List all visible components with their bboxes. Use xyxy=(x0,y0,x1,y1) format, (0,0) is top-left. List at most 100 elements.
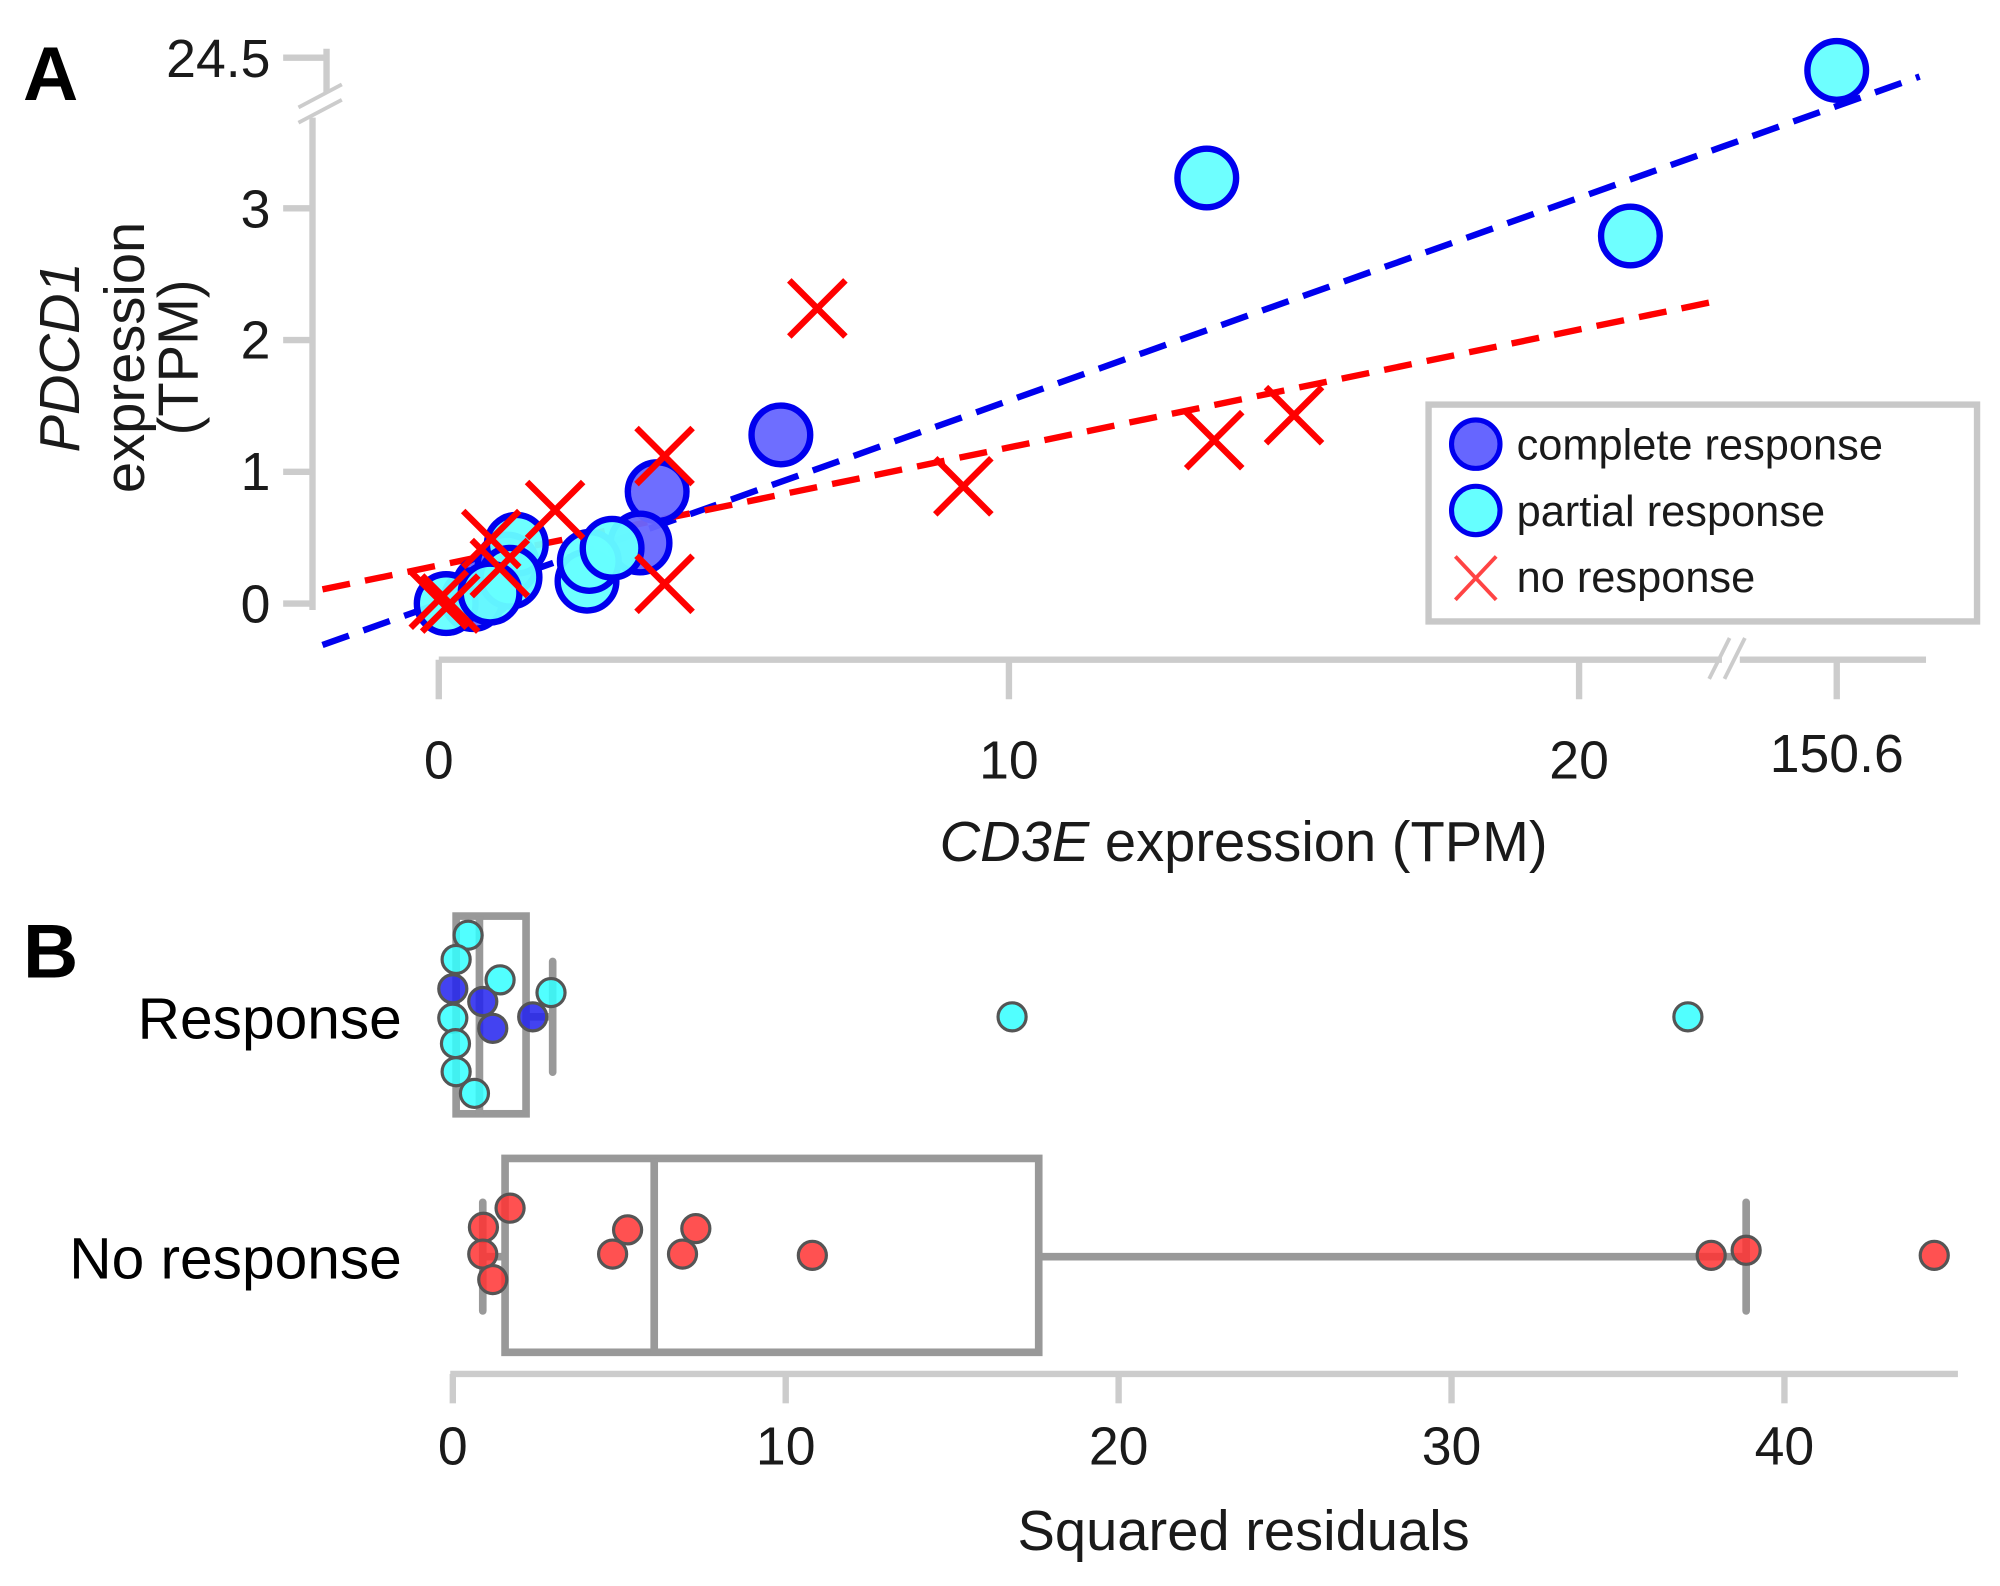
point-no-response xyxy=(796,1239,828,1271)
point-no-response xyxy=(1730,1234,1762,1266)
x-tick-label-150.6: 150.6 xyxy=(1770,725,1904,784)
legend-marker-partial xyxy=(1448,483,1503,538)
point-response-partial xyxy=(535,976,567,1009)
point-no-response xyxy=(408,569,470,630)
panel-b-x-axis: 0 10 20 30 40 xyxy=(438,1370,1958,1477)
strip-points xyxy=(437,919,1950,1296)
x-stroke xyxy=(634,553,695,615)
point-no-response xyxy=(494,1192,526,1224)
point-response-complete xyxy=(467,985,499,1018)
x-stroke xyxy=(787,278,848,339)
y-title-line2: expression xyxy=(93,222,156,493)
point-no-response xyxy=(477,1263,509,1296)
point-no-response xyxy=(596,1238,629,1270)
x-stroke xyxy=(524,479,586,541)
fit-lines xyxy=(321,73,1921,648)
point-response-complete xyxy=(517,1001,549,1033)
legend-label-no-response: no response xyxy=(1517,554,1756,602)
point-no-response xyxy=(524,479,586,541)
y-break-mark-1 xyxy=(297,82,343,110)
y-tick-label-1: 1 xyxy=(241,443,271,502)
point-no-response xyxy=(467,1211,500,1243)
panel-b-label: B xyxy=(23,909,78,994)
point-no-response xyxy=(933,456,994,517)
point-response-partial xyxy=(996,1001,1028,1033)
x-tick-label-0: 0 xyxy=(424,731,454,790)
point-response-partial xyxy=(439,1028,472,1060)
point-no-response xyxy=(1918,1239,1950,1271)
point-response-partial xyxy=(458,1077,491,1110)
x-tick-label-20: 20 xyxy=(1549,731,1609,790)
point-complete-response xyxy=(748,402,814,468)
point-response-partial xyxy=(440,943,472,976)
x-stroke xyxy=(469,537,531,599)
y-break-mark-2 xyxy=(297,98,343,125)
x-title-rest: expression (TPM) xyxy=(1089,810,1547,873)
point-no-response xyxy=(787,278,848,339)
b-x-tick-label-10: 10 xyxy=(756,1418,816,1477)
point-no-response xyxy=(419,573,481,634)
point-no-response xyxy=(666,1238,699,1270)
point-response-partial xyxy=(484,964,516,996)
legend-marker-no-response xyxy=(1453,555,1498,602)
box-plots xyxy=(452,912,1750,1357)
legend: complete response partial response no re… xyxy=(1425,401,1981,625)
x-break-mark-1 xyxy=(1707,637,1732,680)
y-tick-label-24.5: 24.5 xyxy=(166,30,270,89)
fit-line-no-response xyxy=(321,296,1723,593)
point-response-complete xyxy=(477,1012,509,1044)
x-tick-label-10: 10 xyxy=(979,731,1039,790)
point-no-response xyxy=(611,1214,644,1246)
legend-label-partial: partial response xyxy=(1517,488,1826,536)
panel-a-axes xyxy=(297,48,1927,700)
legend-label-complete: complete response xyxy=(1517,421,1883,469)
x-stroke xyxy=(1183,409,1245,471)
point-partial-response xyxy=(579,515,645,581)
legend-marker-complete xyxy=(1448,417,1503,471)
category-label-response: Response xyxy=(138,987,402,1052)
b-x-tick-label-30: 30 xyxy=(1422,1418,1482,1477)
point-no-response xyxy=(469,537,531,599)
point-partial-response xyxy=(1804,37,1870,103)
point-response-partial xyxy=(437,1002,469,1034)
point-no-response xyxy=(1183,409,1245,471)
point-no-response xyxy=(1263,384,1325,446)
point-response-complete xyxy=(437,973,469,1005)
panel-a-label: A xyxy=(23,32,78,117)
point-no-response xyxy=(634,425,695,487)
x-title-gene: CD3E xyxy=(940,810,1090,873)
point-response-partial xyxy=(452,919,484,951)
fit-line-response xyxy=(321,73,1921,648)
point-no-response xyxy=(680,1212,712,1245)
point-no-response xyxy=(467,1238,499,1270)
y-tick-label-0: 0 xyxy=(241,576,271,635)
x-stroke xyxy=(1263,384,1325,446)
box-iqr xyxy=(501,1154,1043,1357)
category-label-no-response: No response xyxy=(69,1226,402,1291)
point-partial-response xyxy=(1174,145,1240,211)
point-partial-response xyxy=(457,560,523,626)
panel-a-ticks xyxy=(283,54,1840,700)
point-partial-response xyxy=(1597,203,1663,269)
x-stroke xyxy=(933,456,994,517)
y-tick-label-3: 3 xyxy=(241,180,271,239)
b-x-tick-label-20: 20 xyxy=(1089,1418,1149,1477)
x-break-mark-2 xyxy=(1722,637,1747,680)
b-x-tick-label-0: 0 xyxy=(438,1418,468,1477)
b-x-axis-title: Squared residuals xyxy=(1017,1499,1469,1562)
legend-box xyxy=(1425,401,1981,625)
point-no-response xyxy=(634,553,695,615)
point-response-partial xyxy=(1672,1001,1704,1033)
y-axis-title: PDCD1 expression (TPM) xyxy=(28,222,210,493)
b-x-tick-label-40: 40 xyxy=(1755,1418,1815,1477)
scatter-points xyxy=(408,37,1870,637)
x-stroke xyxy=(419,573,481,634)
y-title-gene: PDCD1 xyxy=(28,262,91,452)
y-title-line3: (TPM) xyxy=(147,280,210,436)
point-response-partial xyxy=(440,1056,472,1088)
y-tick-label-2: 2 xyxy=(241,312,271,371)
x-stroke xyxy=(460,508,522,570)
x-axis-title: CD3E expression (TPM) xyxy=(940,810,1548,873)
x-stroke xyxy=(408,569,470,630)
